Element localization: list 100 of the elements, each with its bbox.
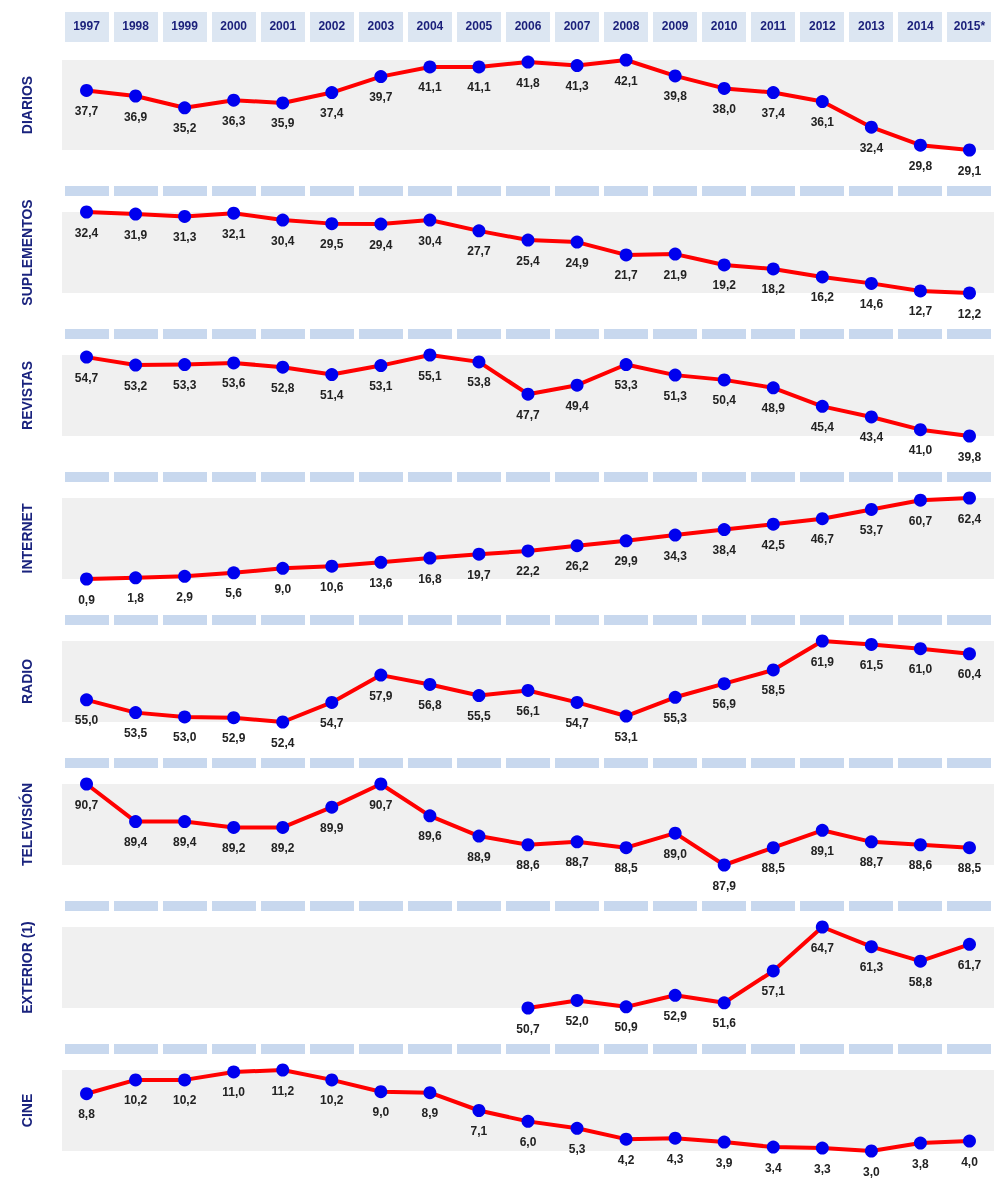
data-label: 46,7 (810, 532, 835, 547)
data-label: 13,6 (369, 575, 393, 590)
data-label: 61,9 (810, 654, 835, 669)
x-tick-label: 2007 (562, 19, 592, 33)
data-label: 36,9 (123, 109, 148, 124)
data-label: 35,9 (271, 116, 295, 131)
data-label: 89,6 (418, 829, 442, 844)
data-label: 3,8 (912, 1156, 930, 1171)
data-label: 88,5 (614, 861, 639, 876)
data-label: 29,9 (614, 554, 639, 569)
data-label: 38,0 (712, 101, 737, 116)
data-label: 41,1 (467, 80, 491, 95)
data-label: 61,7 (957, 957, 982, 972)
data-label: 4,0 (961, 1154, 979, 1169)
data-label: 1,8 (127, 591, 145, 606)
x-tick-label: 2004 (415, 19, 445, 33)
data-label: 41,0 (908, 443, 933, 458)
x-tick-label: 2010 (709, 19, 739, 33)
x-tick-label: 2008 (611, 19, 641, 33)
data-label: 34,3 (663, 548, 688, 563)
data-label: 41,8 (516, 75, 540, 90)
data-label: 89,4 (172, 835, 197, 850)
data-label: 7,1 (470, 1124, 488, 1138)
data-label: 89,0 (663, 846, 688, 861)
y-axis-title: EXTERIOR (1) (19, 921, 35, 1014)
y-axis-title: INTERNET (19, 503, 35, 574)
data-label: 8,9 (421, 1106, 439, 1121)
data-label: 21,9 (663, 267, 688, 282)
x-tick-label: 2014 (906, 19, 935, 33)
data-label: 50,7 (516, 1021, 540, 1036)
data-label: 3,3 (813, 1161, 831, 1176)
data-label: 52,8 (271, 380, 295, 395)
data-label: 56,8 (418, 697, 442, 712)
data-label: 29,4 (369, 237, 393, 252)
x-tick-label: 2001 (268, 19, 298, 33)
x-tick-label: 2003 (366, 19, 396, 33)
data-label: 88,7 (565, 855, 590, 870)
data-label: 54,7 (320, 715, 344, 730)
data-label: 58,8 (908, 974, 933, 989)
x-tick-label: 2013 (857, 19, 886, 33)
data-label: 89,9 (320, 820, 344, 835)
x-tick-label: 2006 (513, 19, 543, 33)
data-label: 89,1 (810, 843, 835, 858)
data-label: 5,3 (568, 1141, 586, 1156)
x-tick-label: 1997 (72, 19, 101, 33)
data-label: 9,0 (372, 1105, 390, 1120)
data-label: 89,2 (271, 840, 295, 855)
data-label: 21,7 (614, 268, 639, 283)
data-label: 51,4 (320, 388, 344, 403)
data-label: 52,0 (565, 1013, 590, 1028)
data-label: 4,3 (666, 1151, 684, 1166)
data-label: 48,9 (761, 401, 786, 416)
data-label: 53,3 (172, 378, 197, 393)
data-label: 51,6 (712, 1016, 737, 1031)
data-label: 49,4 (565, 398, 590, 413)
data-label: 88,5 (957, 861, 982, 876)
data-label: 55,1 (418, 368, 442, 383)
data-label: 88,6 (516, 858, 540, 873)
y-axis-title: REVISTAS (19, 361, 35, 430)
data-label: 53,3 (614, 378, 639, 393)
data-label: 55,0 (74, 713, 99, 728)
data-label: 11,2 (271, 1083, 295, 1098)
data-label: 61,3 (859, 960, 884, 975)
x-tick-label: 2002 (317, 19, 347, 33)
data-label: 10,2 (172, 1093, 197, 1108)
data-label: 8,8 (78, 1107, 96, 1122)
data-label: 31,3 (172, 229, 197, 244)
data-label: 47,7 (516, 407, 540, 422)
data-label: 51,3 (663, 388, 688, 403)
data-label: 43,4 (859, 430, 884, 445)
data-label: 10,6 (320, 579, 344, 594)
data-label: 24,9 (565, 255, 590, 270)
data-label: 29,8 (908, 158, 933, 173)
data-label: 32,1 (222, 226, 246, 241)
x-tick-label: 2000 (219, 19, 249, 33)
data-label: 16,2 (810, 290, 835, 305)
data-label: 61,5 (859, 657, 884, 672)
data-label: 53,8 (467, 375, 491, 390)
data-label: 3,9 (715, 1155, 733, 1170)
data-label: 26,2 (565, 559, 590, 574)
data-label: 53,0 (172, 730, 197, 745)
data-label: 29,5 (320, 237, 344, 252)
data-label: 31,9 (123, 227, 148, 242)
data-label: 3,4 (764, 1160, 782, 1175)
data-label: 3,0 (863, 1164, 881, 1179)
data-label: 41,1 (418, 80, 442, 95)
data-label: 36,3 (222, 113, 246, 128)
data-label: 90,7 (74, 797, 99, 812)
data-label: 89,2 (222, 840, 246, 855)
data-label: 5,6 (225, 586, 243, 601)
y-axis-title: TELEVISIÓN (18, 782, 35, 867)
x-tick-label: 1999 (170, 19, 199, 33)
x-tick-label: 1998 (121, 19, 150, 33)
data-label: 56,1 (516, 703, 540, 718)
data-label: 32,4 (859, 140, 884, 155)
data-label: 42,1 (614, 73, 639, 88)
y-axis-title: SUPLEMENTOS (19, 199, 35, 306)
data-label: 57,9 (369, 688, 393, 703)
data-label: 19,7 (467, 567, 491, 582)
data-label: 39,8 (663, 89, 688, 104)
